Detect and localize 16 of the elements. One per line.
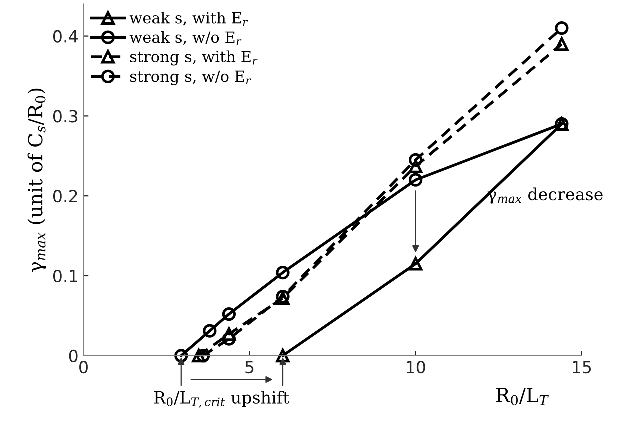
legend-label: strong s, w/o E$_{r}$: [130, 70, 252, 86]
text: R$_{0}$/L$_{T,crit}$ upshift: [154, 391, 290, 408]
legend-label: weak s, w/o E$_{r}$: [130, 31, 242, 46]
y-axis-title: γ$_{max}$ (unit of C$_{s}$/R$_{0}$): [28, 88, 47, 272]
y-tick-label: 0.4: [53, 30, 78, 43]
y-tick-label: 0.1: [53, 270, 78, 283]
legend-label: weak s, with E$_{r}$: [130, 12, 248, 26]
y-tick-label: 0.3: [53, 110, 78, 123]
x-tick-label: 5: [246, 361, 254, 374]
x-tick-label: 0: [80, 361, 88, 374]
y-tick-label: 0: [69, 350, 78, 362]
x-axis-title: R$_{0}$/L$_{T}$: [496, 388, 549, 406]
y-tick-label: 0.2: [53, 190, 78, 203]
legend-label: strong s, with E$_{r}$: [130, 50, 258, 66]
x-tick-label: 15: [573, 361, 592, 374]
x-tick-label: 10: [407, 361, 426, 374]
